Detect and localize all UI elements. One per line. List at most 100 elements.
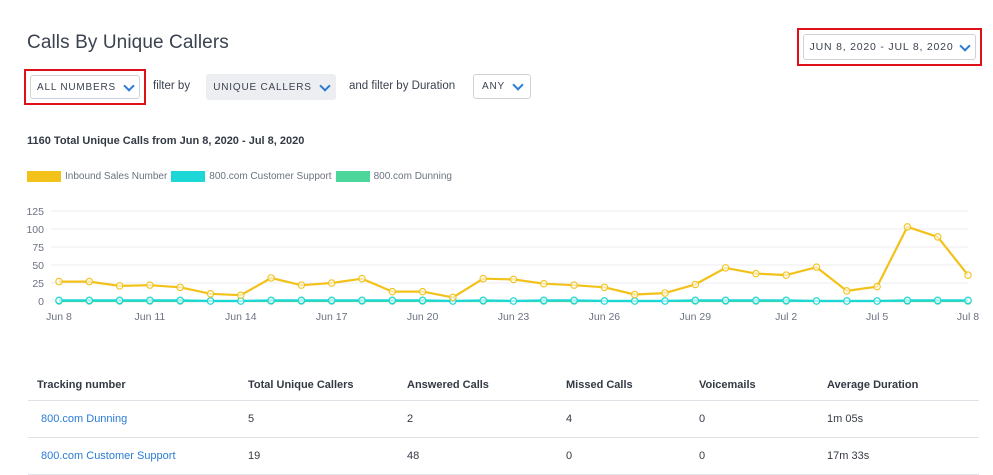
data-point — [540, 296, 548, 305]
table-header-row: Tracking number Total Unique Callers Ans… — [28, 370, 979, 401]
table-row: 800.com Customer Support 19 48 0 0 17m 3… — [28, 438, 979, 475]
data-point — [55, 277, 63, 286]
legend-item-support[interactable]: 800.com Customer Support — [171, 171, 332, 182]
data-point — [297, 281, 306, 289]
data-point — [327, 296, 336, 305]
data-point — [297, 296, 306, 305]
table-cell: 48 — [407, 450, 420, 462]
page-title: Calls By Unique Callers — [27, 32, 229, 53]
legend-label: Inbound Sales Number — [65, 171, 168, 182]
chevron-down-icon — [319, 79, 331, 92]
tracking-number-link[interactable]: 800.com Dunning — [41, 413, 128, 425]
x-tick-label: Jun 17 — [316, 311, 348, 323]
x-tick-label: Jul 2 — [775, 311, 797, 323]
data-point — [509, 275, 518, 284]
data-point — [479, 296, 487, 305]
y-tick-label: 125 — [26, 206, 44, 218]
data-point — [812, 263, 821, 271]
date-range-label: JUN 8, 2020 - JUL 8, 2020 — [809, 41, 954, 53]
data-point — [630, 290, 639, 299]
summary-text: 1160 Total Unique Calls from Jun 8, 2020… — [27, 135, 305, 147]
x-tick-label: Jun 26 — [589, 311, 621, 323]
data-point — [449, 293, 457, 302]
table-cell: 2 — [407, 413, 414, 425]
column-header: Voicemails — [699, 379, 756, 391]
duration-filter-label: and filter by Duration — [349, 80, 456, 92]
table-cell: 19 — [248, 450, 261, 462]
x-tick-label: Jun 29 — [680, 311, 712, 323]
data-point — [903, 223, 912, 231]
legend-label: 800.com Dunning — [373, 171, 452, 182]
data-point — [661, 297, 669, 305]
data-point — [721, 296, 730, 305]
column-header: Tracking number — [37, 379, 126, 391]
table-cell: 1m 05s — [827, 413, 864, 425]
data-point — [873, 282, 881, 291]
data-point — [115, 282, 124, 290]
data-point — [85, 277, 94, 286]
column-header: Missed Calls — [566, 379, 633, 391]
table-cell: 0 — [699, 450, 706, 462]
data-point — [933, 233, 942, 241]
numbers-select[interactable]: ALL NUMBERS — [30, 75, 140, 99]
callers-select[interactable]: UNIQUE CALLERS — [206, 74, 336, 100]
legend-item-dunning[interactable]: 800.com Dunning — [335, 171, 452, 182]
y-tick-label: 0 — [38, 296, 44, 308]
x-tick-label: Jul 8 — [957, 311, 979, 323]
data-point — [782, 296, 790, 305]
legend-item-inbound[interactable]: Inbound Sales Number — [27, 171, 167, 182]
data-point — [176, 283, 184, 292]
filter-bar: ALL NUMBERS filter by UNIQUE CALLERS and… — [24, 69, 624, 105]
column-header: Average Duration — [827, 379, 919, 391]
data-point — [540, 279, 548, 288]
table-cell: 17m 33s — [827, 450, 870, 462]
data-point — [691, 296, 700, 305]
data-point — [691, 280, 700, 289]
column-header: Total Unique Callers — [248, 379, 354, 391]
data-point — [964, 271, 972, 279]
data-point — [630, 297, 639, 305]
duration-select-label: ANY — [482, 81, 505, 92]
y-tick-label: 100 — [26, 224, 44, 236]
data-point — [418, 287, 427, 296]
callers-select-label: UNIQUE CALLERS — [213, 81, 312, 93]
filter-by-label: filter by — [153, 80, 191, 92]
data-point — [479, 274, 487, 283]
data-point — [964, 296, 972, 305]
x-tick-label: Jun 8 — [46, 311, 72, 323]
numbers-select-label: ALL NUMBERS — [36, 81, 116, 93]
data-point — [206, 297, 215, 305]
data-point — [933, 296, 942, 305]
y-tick-label: 50 — [32, 260, 44, 272]
x-tick-label: Jun 11 — [135, 311, 166, 323]
tracking-number-link[interactable]: 800.com Customer Support — [41, 450, 176, 462]
data-point — [752, 269, 760, 278]
column-header: Answered Calls — [407, 379, 489, 391]
series-line — [59, 225, 969, 299]
date-range-picker[interactable]: JUN 8, 2020 - JUL 8, 2020 — [803, 34, 976, 60]
data-point — [146, 281, 154, 289]
line-chart: 0 25 50 75 100 125 Jun 8 Jun 11 Jun 14 Jun 17 Jun … — [26, 206, 979, 323]
x-tick-label: Jun 14 — [225, 311, 257, 323]
data-point — [600, 283, 609, 292]
data-point — [267, 274, 275, 282]
chevron-down-icon — [959, 39, 972, 52]
data-point — [570, 281, 578, 289]
data-point — [812, 297, 821, 305]
tracking-table: Tracking number Total Unique Callers Ans… — [28, 370, 979, 475]
data-point — [358, 296, 366, 305]
data-point — [388, 287, 397, 296]
data-point — [782, 271, 790, 279]
data-point — [661, 289, 669, 297]
table-row: 800.com Dunning 5 2 4 0 1m 05s — [28, 401, 979, 438]
data-point — [327, 279, 336, 287]
duration-select[interactable]: ANY — [473, 74, 531, 99]
data-point — [55, 296, 63, 305]
table-cell: 4 — [566, 413, 573, 425]
data-point — [206, 290, 215, 298]
numbers-select-highlight: ALL NUMBERS — [24, 69, 146, 105]
x-tick-label: Jun 23 — [498, 311, 530, 323]
data-point — [388, 296, 397, 305]
data-point — [237, 291, 245, 299]
data-point — [146, 296, 154, 305]
